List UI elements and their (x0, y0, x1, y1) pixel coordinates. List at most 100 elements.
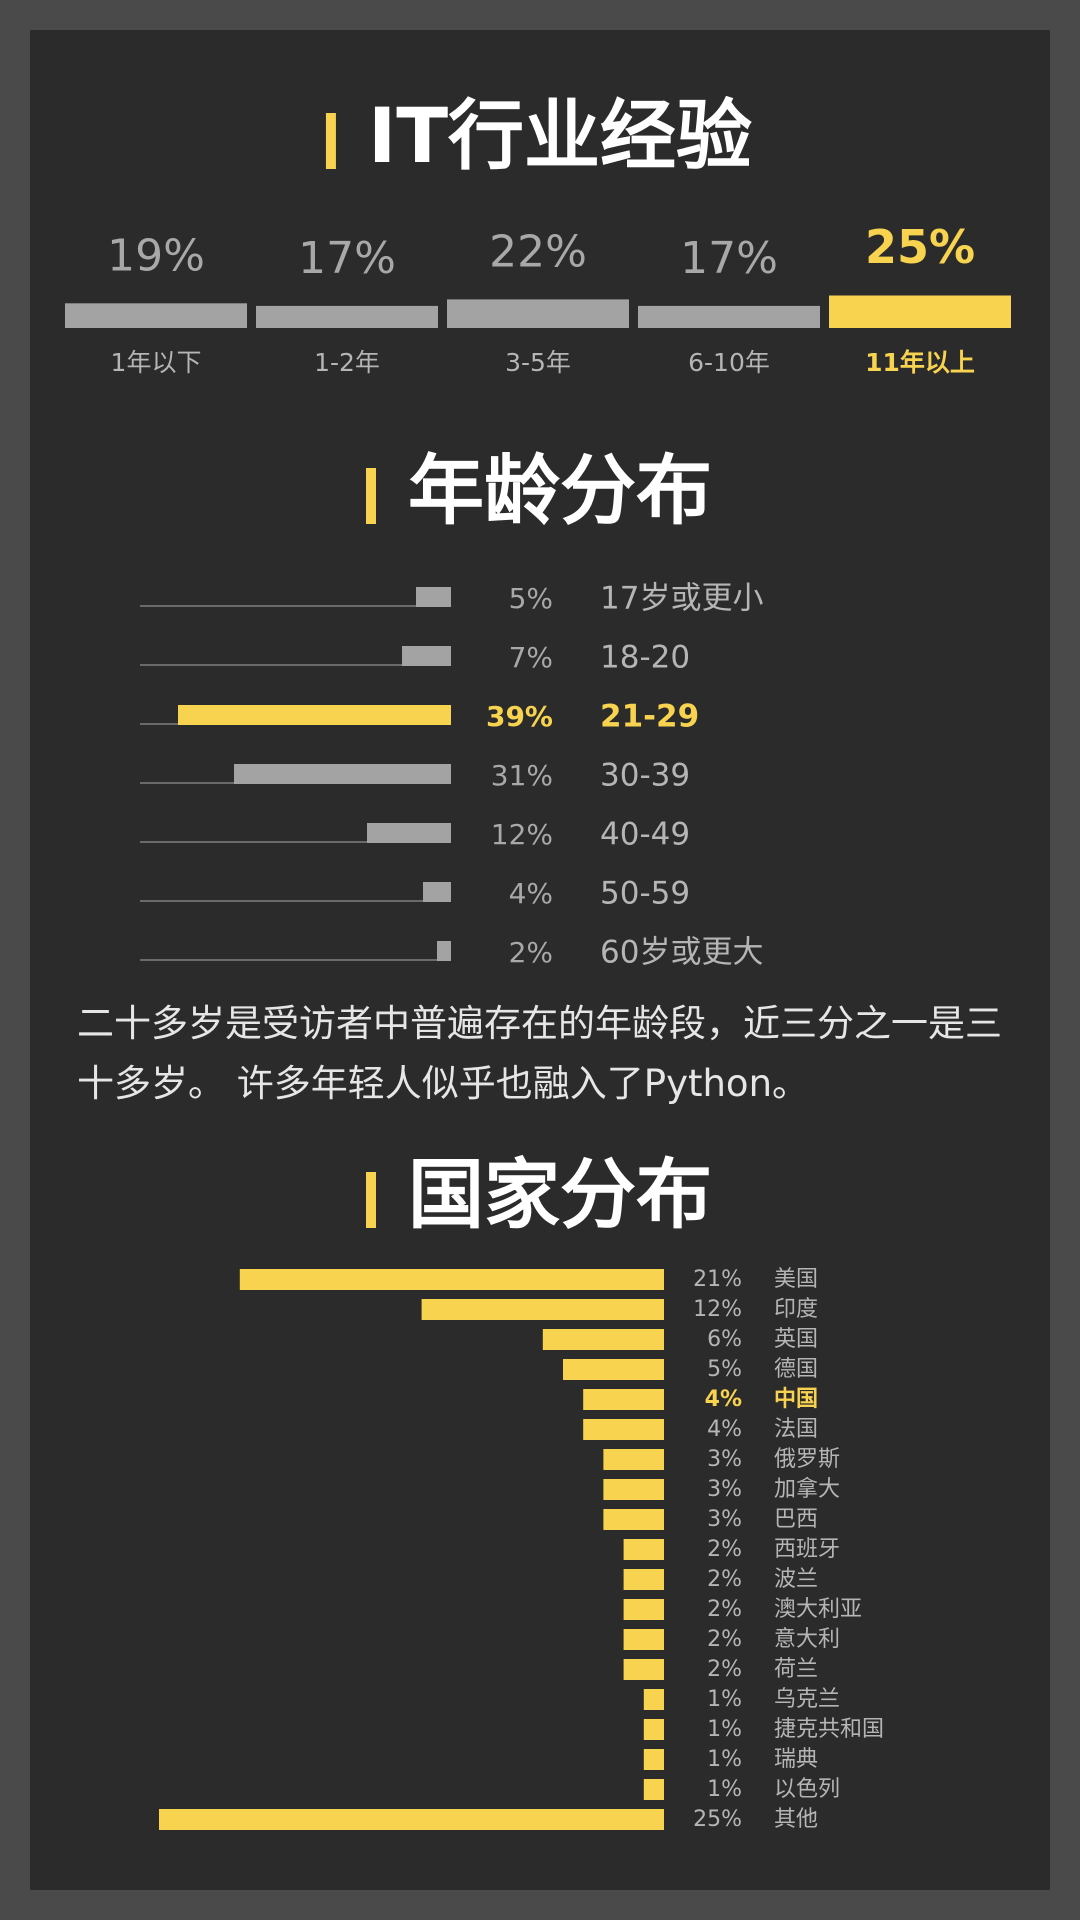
category-label: 澳大利亚 (774, 1597, 862, 1622)
chart-title: 年龄分布 (408, 446, 712, 535)
bar (256, 305, 438, 328)
value-label: 2% (707, 1537, 742, 1562)
value-label: 25% (865, 220, 975, 274)
value-label: 3% (707, 1507, 742, 1532)
category-label: 英国 (774, 1327, 818, 1352)
bar (447, 299, 629, 328)
bar (437, 941, 451, 961)
value-label: 4% (705, 1387, 742, 1412)
value-label: 4% (707, 1417, 742, 1442)
value-label: 2% (707, 1597, 742, 1622)
value-label: 5% (509, 582, 553, 615)
value-label: 2% (707, 1657, 742, 1682)
category-label: 18-20 (600, 640, 690, 676)
value-label: 21% (693, 1267, 742, 1292)
category-label: 40-49 (600, 817, 690, 853)
value-label: 17% (298, 233, 396, 284)
chart-title: 国家分布 (408, 1150, 712, 1239)
value-label: 17% (680, 233, 778, 284)
annotation: 二十多岁是受访者中普遍存在的年龄段，近三分之一是三十多岁。 许多年轻人似乎也融入… (77, 1002, 1002, 1105)
bar (829, 295, 1011, 328)
value-label: 4% (509, 877, 553, 910)
value-label: 7% (509, 641, 553, 674)
category-label: 中国 (774, 1387, 818, 1412)
bar (159, 1809, 664, 1830)
category-label: 30-39 (600, 758, 690, 794)
value-label: 2% (707, 1567, 742, 1592)
bar (234, 764, 451, 784)
bar (178, 705, 451, 725)
value-label: 1% (707, 1687, 742, 1712)
title-marker (366, 1172, 376, 1228)
category-label: 西班牙 (774, 1537, 840, 1562)
bar (623, 1659, 664, 1680)
value-label: 25% (693, 1807, 742, 1832)
category-label: 以色列 (774, 1777, 840, 1802)
value-label: 3% (707, 1447, 742, 1472)
bar (416, 587, 451, 607)
category-label: 美国 (774, 1267, 818, 1292)
value-label: 3% (707, 1477, 742, 1502)
category-label: 荷兰 (774, 1657, 818, 1682)
category-label: 意大利 (774, 1627, 840, 1652)
bar (603, 1479, 664, 1500)
category-label: 加拿大 (774, 1476, 840, 1502)
bar (623, 1599, 664, 1620)
bar (603, 1449, 664, 1470)
value-label: 19% (107, 230, 205, 281)
value-label: 6% (707, 1327, 742, 1352)
category-label: 11年以上 (865, 348, 975, 377)
bar (421, 1299, 664, 1320)
category-label: 俄罗斯 (774, 1447, 840, 1472)
value-label: 1% (707, 1777, 742, 1802)
title-marker (366, 468, 376, 524)
bar (643, 1749, 664, 1770)
category-label: 乌克兰 (774, 1687, 840, 1712)
bar (623, 1629, 664, 1650)
bar (402, 646, 451, 666)
bar (239, 1269, 665, 1290)
bar (367, 823, 451, 843)
value-label: 5% (707, 1357, 742, 1382)
value-label: 1% (707, 1747, 742, 1772)
value-label: 2% (707, 1627, 742, 1652)
category-label: 17岁或更小 (600, 581, 763, 617)
value-label: 12% (491, 818, 553, 851)
category-label: 60岁或更大 (600, 935, 763, 971)
value-label: 22% (489, 226, 587, 277)
category-label: 捷克共和国 (774, 1717, 884, 1742)
bar (643, 1719, 664, 1740)
category-label: 50-59 (600, 876, 690, 912)
value-label: 39% (486, 700, 553, 733)
category-label: 6-10年 (688, 348, 770, 377)
bar (542, 1329, 664, 1350)
category-label: 1-2年 (314, 348, 380, 377)
value-label: 2% (509, 936, 553, 969)
category-label: 印度 (774, 1297, 818, 1322)
bar (583, 1389, 664, 1410)
category-label: 其他 (774, 1807, 818, 1832)
title-marker (325, 113, 336, 169)
bar (623, 1569, 664, 1590)
bar (638, 305, 820, 328)
bar (603, 1509, 664, 1530)
bar (65, 303, 247, 328)
value-label: 1% (707, 1717, 742, 1742)
category-label: 21-29 (600, 699, 699, 735)
category-label: 法国 (774, 1417, 818, 1442)
bar (643, 1779, 664, 1800)
category-label: 德国 (774, 1357, 818, 1382)
category-label: 1年以下 (111, 348, 202, 377)
value-label: 31% (491, 759, 553, 792)
bar (623, 1539, 664, 1560)
bar (643, 1689, 664, 1710)
bar (583, 1419, 664, 1440)
category-label: 3-5年 (505, 348, 571, 377)
category-label: 瑞典 (774, 1747, 818, 1772)
category-label: 波兰 (774, 1567, 818, 1592)
chart-title: IT行业经验 (368, 91, 752, 180)
category-label: 巴西 (774, 1507, 818, 1532)
value-label: 12% (693, 1297, 742, 1322)
